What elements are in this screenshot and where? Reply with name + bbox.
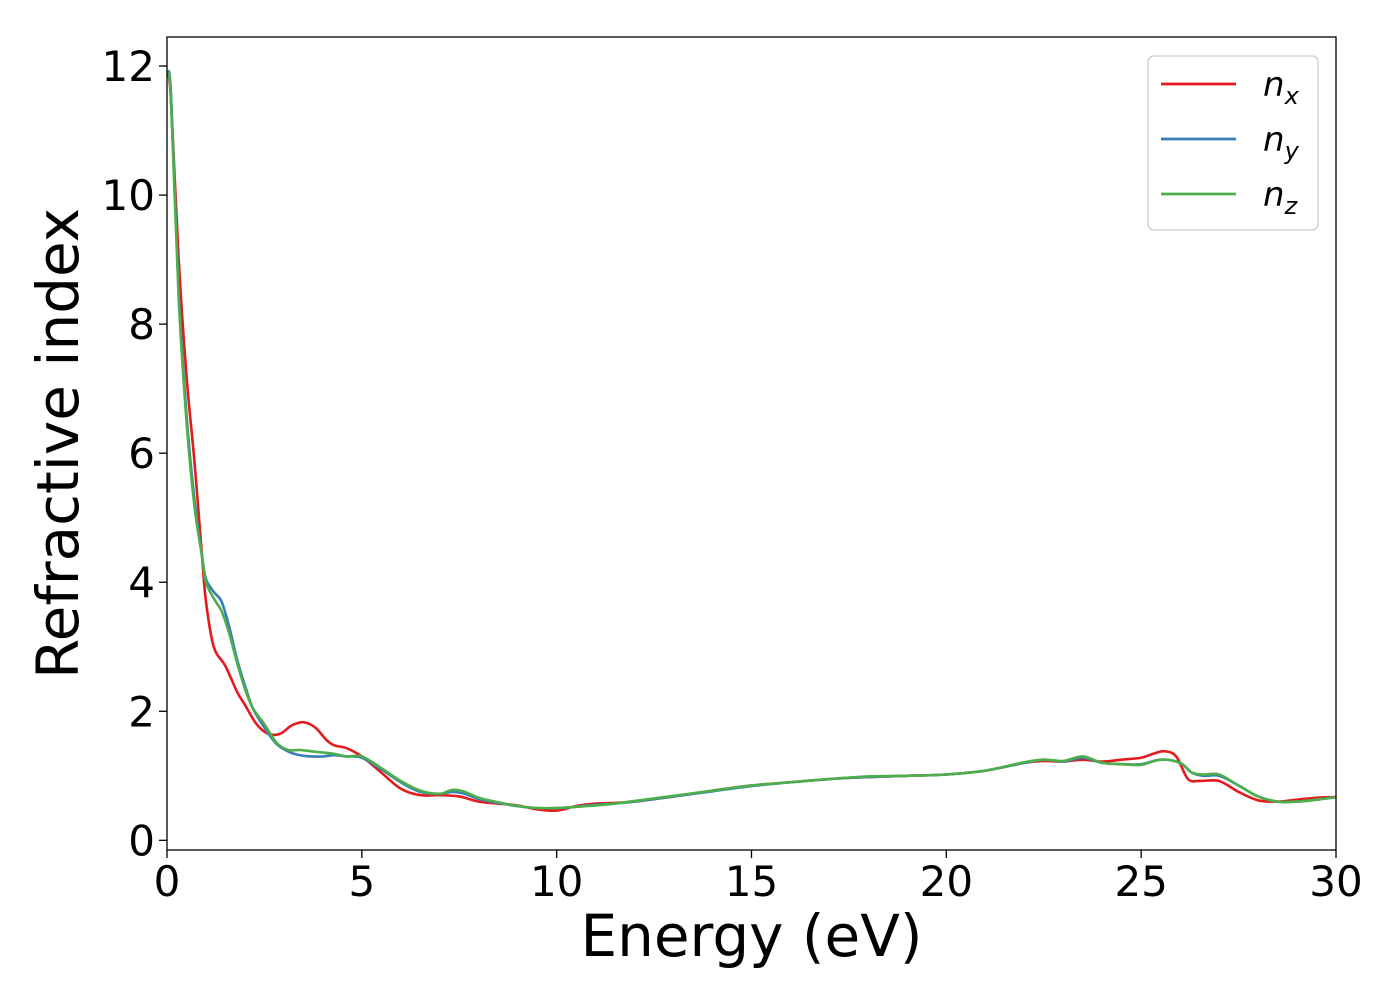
x-tick-label: 20 [920,857,973,906]
series-line-z [167,71,1336,810]
y-tick-label: 2 [128,687,155,736]
y-tick-label: 6 [128,429,155,478]
series-line-x [167,72,1336,813]
y-tick-label: 10 [102,171,155,220]
x-tick-label: 0 [154,857,181,906]
y-tick-label: 8 [128,300,155,349]
legend-label: nx [1263,65,1300,110]
legend-label-subscript: x [1284,82,1300,110]
legend-box [1147,55,1319,231]
legend-label-subscript: y [1284,137,1300,165]
x-axis-title: Energy (eV) [580,902,922,970]
x-tick-label: 15 [725,857,778,906]
x-tick-label: 10 [530,857,583,906]
ticks-layer: 0 5 10 15 20 25 30 0 2 4 6 8 10 12 [102,42,1363,906]
y-tick-label: 4 [128,558,155,607]
legend-label: nz [1263,175,1299,220]
legend-label: ny [1263,120,1300,165]
series-layer [167,69,1336,813]
y-tick-label: 12 [102,42,155,91]
x-tick-label: 25 [1114,857,1167,906]
y-tick-label: 0 [128,816,155,865]
legend-entry-x: nx [1161,65,1300,110]
x-tick-label: 30 [1309,857,1362,906]
legend-entry-y: ny [1161,120,1300,165]
legend-entry-z: nz [1161,175,1299,220]
legend-label-subscript: z [1284,192,1299,220]
y-axis-title: Refractive index [24,208,92,679]
legend-label-base: n [1263,65,1285,105]
legend-label-base: n [1263,120,1285,160]
x-tick-label: 5 [348,857,375,906]
legend-label-base: n [1263,175,1285,215]
